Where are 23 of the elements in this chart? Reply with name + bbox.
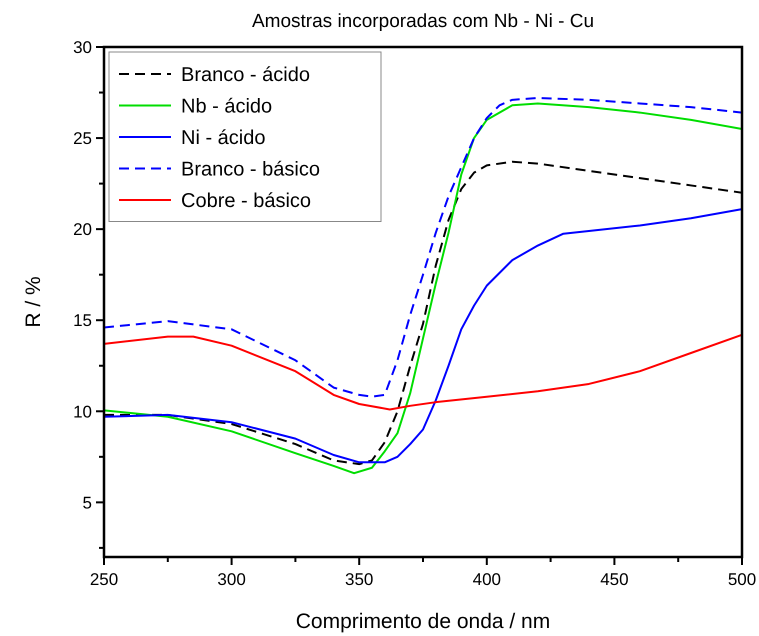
y-tick-label: 15 (73, 311, 92, 330)
y-tick-label: 30 (73, 38, 92, 57)
x-tick-label: 400 (472, 570, 501, 589)
y-tick-label: 20 (73, 220, 92, 240)
legend-label: Ni - ácido (181, 127, 266, 149)
x-tick-label: 300 (217, 570, 246, 589)
legend-label: Branco - ácido (181, 64, 310, 86)
legend-label: Nb - ácido (181, 96, 272, 118)
x-tick-label: 250 (90, 570, 118, 589)
x-tick-label: 350 (345, 570, 374, 589)
line-series (103, 334, 743, 410)
line-series (103, 208, 743, 464)
y-tick-label: 25 (73, 129, 92, 148)
legend-label: Cobre - básico (181, 190, 312, 212)
y-axis-title: R / % (22, 276, 45, 328)
line-series (103, 97, 743, 398)
x-tick-label: 450 (600, 570, 629, 589)
y-tick-label: 5 (82, 493, 92, 512)
y-tick-label: 10 (73, 402, 92, 422)
chart-title: Amostras incorporadas com Nb - Ni - Cu (252, 11, 594, 32)
legend-label: Branco - básico (181, 158, 320, 180)
x-tick-label: 500 (728, 570, 756, 589)
x-axis-title: Comprimento de onda / nm (296, 610, 550, 633)
